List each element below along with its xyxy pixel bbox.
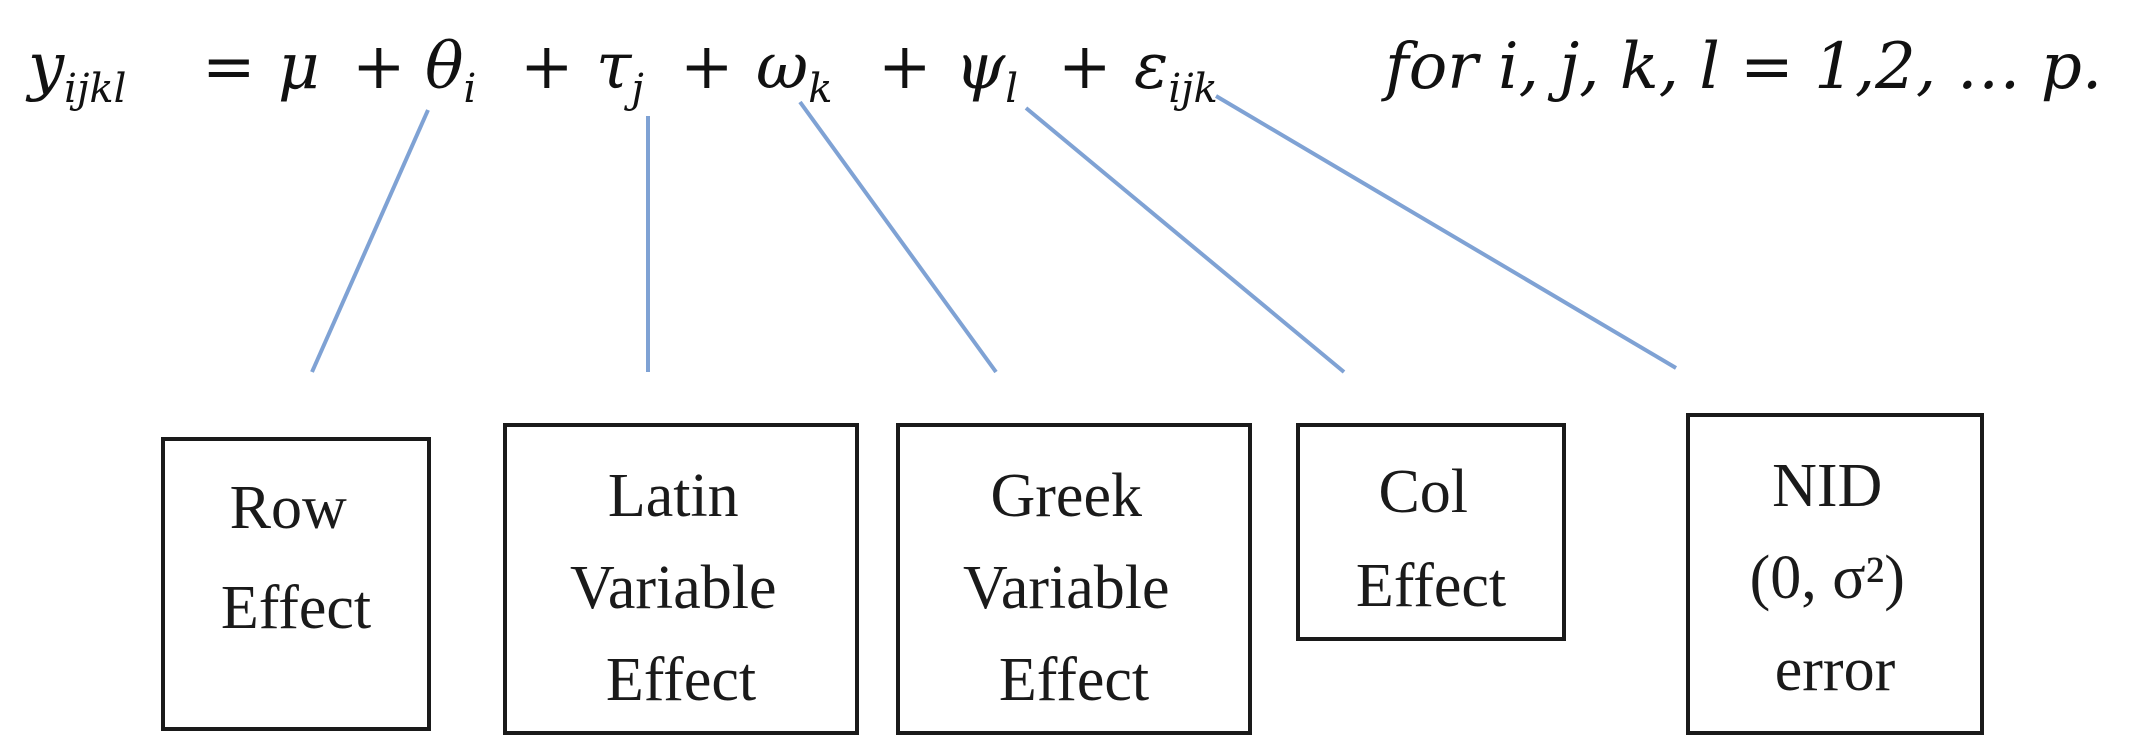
- box-latin-variable-effect: Latin Variable Effect: [503, 423, 859, 735]
- index-condition: for i, j, k, l = 1,2, … p.: [1381, 30, 2102, 104]
- latin-line-3: Effect: [606, 646, 756, 714]
- epsilon-symbol: ε: [1134, 30, 1168, 104]
- tau-symbol: τ: [596, 30, 633, 104]
- error-line-1: NID: [1772, 452, 1882, 520]
- box-row-effect: Row Effect: [161, 437, 431, 731]
- box-nid-error: NID (0, σ²) error: [1686, 413, 1984, 735]
- box-col-effect: Col Effect: [1296, 423, 1566, 641]
- plus-sign-5: +: [1058, 30, 1112, 104]
- plus-sign-3: +: [680, 30, 734, 104]
- psi-subscript: l: [1005, 66, 1018, 112]
- svg-text:τj: τj: [596, 30, 644, 112]
- error-line-2: (0, σ²): [1750, 544, 1905, 612]
- svg-text:Greek Variable Eff: Greek Variable Effect: [963, 462, 1185, 714]
- greek-line-1: Greek: [991, 462, 1142, 530]
- omega-symbol: ω: [756, 30, 808, 104]
- svg-text:yijkl: yijkl: [25, 30, 126, 112]
- col-effect-line-2: Effect: [1356, 552, 1506, 620]
- connectors: [310, 94, 1678, 374]
- connector-greek: [798, 100, 998, 374]
- connector-row: [310, 109, 430, 373]
- psi-symbol: ψ: [955, 30, 1006, 104]
- row-effect-line-2: Effect: [221, 574, 371, 642]
- greek-line-2: Variable: [963, 554, 1170, 622]
- equals-sign: =: [202, 30, 256, 104]
- svg-text:Row Effect: Row Effect: [221, 474, 371, 642]
- svg-text:Col Effect: Col Effect: [1356, 458, 1506, 620]
- latin-line-1: Latin: [608, 462, 739, 530]
- plus-sign-2: +: [520, 30, 574, 104]
- plus-sign-4: +: [878, 30, 932, 104]
- svg-text:θi: θi: [425, 30, 476, 112]
- svg-text:ωk: ωk: [756, 30, 832, 112]
- svg-text:ψl: ψl: [955, 30, 1018, 112]
- theta-symbol: θ: [425, 30, 464, 104]
- col-effect-line-1: Col: [1378, 458, 1468, 526]
- mu-symbol: μ: [278, 30, 320, 104]
- greek-line-3: Effect: [999, 646, 1149, 714]
- omega-subscript: k: [808, 66, 832, 112]
- connector-col: [1024, 106, 1346, 374]
- row-effect-line-1: Row: [230, 474, 347, 542]
- box-greek-variable-effect: Greek Variable Effect: [896, 423, 1252, 735]
- svg-text:NID (0, σ²) error: NID (0, σ²) error: [1750, 452, 1921, 704]
- connector-error: [1214, 94, 1678, 370]
- svg-text:Latin Variable Eff: Latin Variable Effect: [570, 462, 792, 714]
- epsilon-subscript: ijk: [1168, 66, 1217, 112]
- svg-text:εijk: εijk: [1134, 30, 1218, 112]
- plus-sign-1: +: [352, 30, 406, 104]
- error-line-3: error: [1775, 636, 1896, 704]
- response-subscript: ijkl: [64, 66, 126, 112]
- model-equation: yijkl = μ + θi + τj + ωk + ψl + εijk for…: [25, 30, 2102, 112]
- response-symbol: y: [25, 30, 65, 104]
- latin-line-2: Variable: [570, 554, 777, 622]
- theta-subscript: i: [464, 66, 477, 112]
